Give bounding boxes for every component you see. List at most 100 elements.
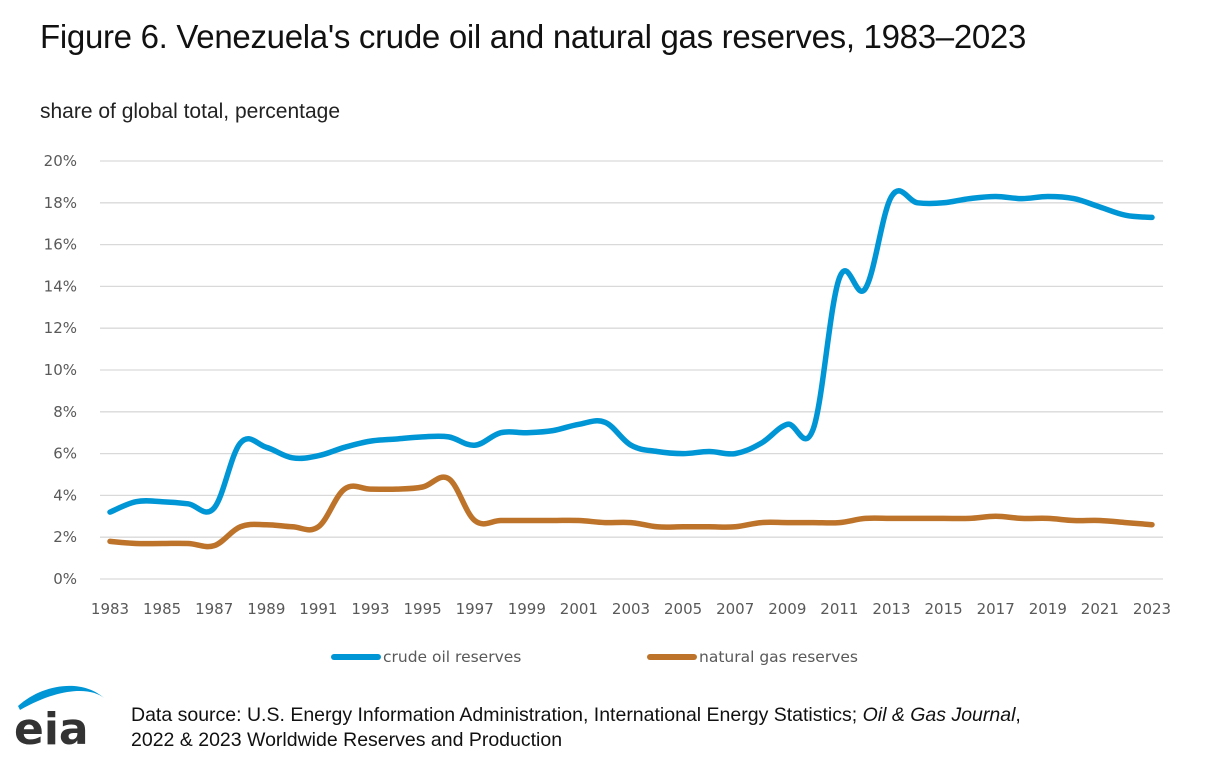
data-point-natural-gas-2013 xyxy=(889,515,895,521)
data-point-crude-oil-1987 xyxy=(211,505,217,511)
data-point-crude-oil-2001 xyxy=(576,421,582,427)
data-point-crude-oil-1990 xyxy=(289,455,295,461)
x-tick-label: 2001 xyxy=(560,600,598,618)
x-tick-label: 1989 xyxy=(247,600,285,618)
y-tick-label: 8% xyxy=(53,403,77,421)
eia-logo: eia xyxy=(12,680,112,755)
data-point-natural-gas-1984 xyxy=(133,540,139,546)
data-point-natural-gas-1995 xyxy=(420,484,426,490)
gridlines xyxy=(100,160,1163,580)
data-point-crude-oil-1994 xyxy=(394,436,400,442)
data-point-crude-oil-2015 xyxy=(941,200,947,206)
source-text: Data source: U.S. Energy Information Adm… xyxy=(131,704,863,726)
data-point-natural-gas-2002 xyxy=(602,520,608,526)
data-point-crude-oil-2019 xyxy=(1045,194,1051,200)
data-point-crude-oil-2018 xyxy=(1019,196,1025,202)
data-point-natural-gas-1991 xyxy=(315,524,321,530)
legend-label-natural-gas: natural gas reserves xyxy=(699,648,859,666)
data-point-crude-oil-2010 xyxy=(810,426,816,432)
data-point-crude-oil-2013 xyxy=(889,194,895,200)
data-point-crude-oil-2014 xyxy=(915,200,921,206)
data-point-crude-oil-1991 xyxy=(315,453,321,459)
legend-item-crude-oil[interactable]: crude oil reserves xyxy=(331,644,521,670)
source-journal: Oil & Gas Journal xyxy=(862,704,1016,726)
data-point-crude-oil-2000 xyxy=(550,428,556,434)
data-point-natural-gas-1999 xyxy=(524,517,530,523)
data-point-crude-oil-1984 xyxy=(133,499,139,505)
legend-swatch-natural-gas xyxy=(647,654,697,660)
data-point-crude-oil-2017 xyxy=(993,194,999,200)
data-point-crude-oil-2003 xyxy=(628,442,634,448)
data-point-crude-oil-2012 xyxy=(862,285,868,291)
legend-item-natural-gas[interactable]: natural gas reserves xyxy=(647,644,858,670)
data-point-natural-gas-2004 xyxy=(654,524,660,530)
data-point-crude-oil-1998 xyxy=(498,430,504,436)
data-point-crude-oil-2006 xyxy=(706,449,712,455)
x-tick-label: 2009 xyxy=(768,600,806,618)
y-axis-ticks: 0% 2% 4% 6% 8% 10% 12% 14% 16% 18% 20% xyxy=(44,152,77,588)
data-point-natural-gas-2001 xyxy=(576,517,582,523)
data-point-natural-gas-2014 xyxy=(915,515,921,521)
legend-swatch-crude-oil xyxy=(331,654,381,660)
data-point-natural-gas-2016 xyxy=(967,515,973,521)
y-tick-label: 6% xyxy=(53,445,77,463)
data-point-natural-gas-2005 xyxy=(680,524,686,530)
x-tick-label: 1995 xyxy=(404,600,442,618)
data-point-natural-gas-2023 xyxy=(1149,522,1155,528)
data-point-crude-oil-1992 xyxy=(341,444,347,450)
y-tick-label: 2% xyxy=(53,528,77,546)
data-point-crude-oil-2002 xyxy=(602,419,608,425)
x-tick-label: 2015 xyxy=(925,600,963,618)
data-point-crude-oil-2005 xyxy=(680,451,686,457)
data-point-crude-oil-1999 xyxy=(524,430,530,436)
data-point-natural-gas-2008 xyxy=(758,520,764,526)
series-lines xyxy=(107,188,1155,550)
chart-subtitle: share of global total, percentage xyxy=(40,100,341,123)
data-point-crude-oil-2023 xyxy=(1149,214,1155,220)
data-point-crude-oil-1993 xyxy=(368,438,374,444)
data-point-crude-oil-2007 xyxy=(732,451,738,457)
data-point-natural-gas-2007 xyxy=(732,524,738,530)
data-point-crude-oil-1989 xyxy=(263,444,269,450)
data-point-natural-gas-1990 xyxy=(289,524,295,530)
y-tick-label: 12% xyxy=(44,319,77,337)
y-tick-label: 16% xyxy=(44,236,77,254)
x-tick-label: 1985 xyxy=(143,600,181,618)
x-tick-label: 1999 xyxy=(508,600,546,618)
data-point-crude-oil-1985 xyxy=(159,499,165,505)
data-point-crude-oil-1983 xyxy=(107,509,113,515)
x-tick-label: 1993 xyxy=(351,600,389,618)
x-tick-label: 1987 xyxy=(195,600,233,618)
source-comma: , xyxy=(1015,704,1021,726)
x-tick-label: 2019 xyxy=(1029,600,1067,618)
data-point-natural-gas-2019 xyxy=(1045,515,1051,521)
data-point-natural-gas-2012 xyxy=(862,515,868,521)
data-point-natural-gas-2022 xyxy=(1123,520,1129,526)
data-point-crude-oil-1995 xyxy=(420,434,426,440)
data-point-crude-oil-2022 xyxy=(1123,212,1129,218)
data-point-natural-gas-2021 xyxy=(1097,517,1103,523)
data-point-natural-gas-1997 xyxy=(472,517,478,523)
data-point-crude-oil-1996 xyxy=(446,434,452,440)
chart-title: Figure 6. Venezuela's crude oil and natu… xyxy=(40,18,1027,55)
x-tick-label: 2013 xyxy=(872,600,910,618)
data-point-natural-gas-1993 xyxy=(368,486,374,492)
x-axis-ticks: 1983 1985 1987 1989 1991 1993 1995 1997 1999 2001… xyxy=(91,600,1171,618)
x-tick-label: 1991 xyxy=(299,600,337,618)
y-tick-label: 14% xyxy=(44,277,77,295)
data-point-natural-gas-1998 xyxy=(498,517,504,523)
data-point-natural-gas-2011 xyxy=(836,520,842,526)
data-point-natural-gas-2018 xyxy=(1019,515,1025,521)
data-point-crude-oil-2020 xyxy=(1071,196,1077,202)
data-point-natural-gas-2009 xyxy=(784,520,790,526)
data-point-crude-oil-1988 xyxy=(237,440,243,446)
data-point-natural-gas-2017 xyxy=(993,513,999,519)
data-point-natural-gas-1994 xyxy=(394,486,400,492)
y-tick-label: 10% xyxy=(44,361,77,379)
data-point-crude-oil-1986 xyxy=(185,501,191,507)
data-point-natural-gas-1983 xyxy=(107,538,113,544)
data-point-crude-oil-1997 xyxy=(472,442,478,448)
eia-logo-text: eia xyxy=(14,704,89,750)
data-source-note: Data source: U.S. Energy Information Adm… xyxy=(131,703,1021,753)
y-tick-label: 18% xyxy=(44,194,77,212)
